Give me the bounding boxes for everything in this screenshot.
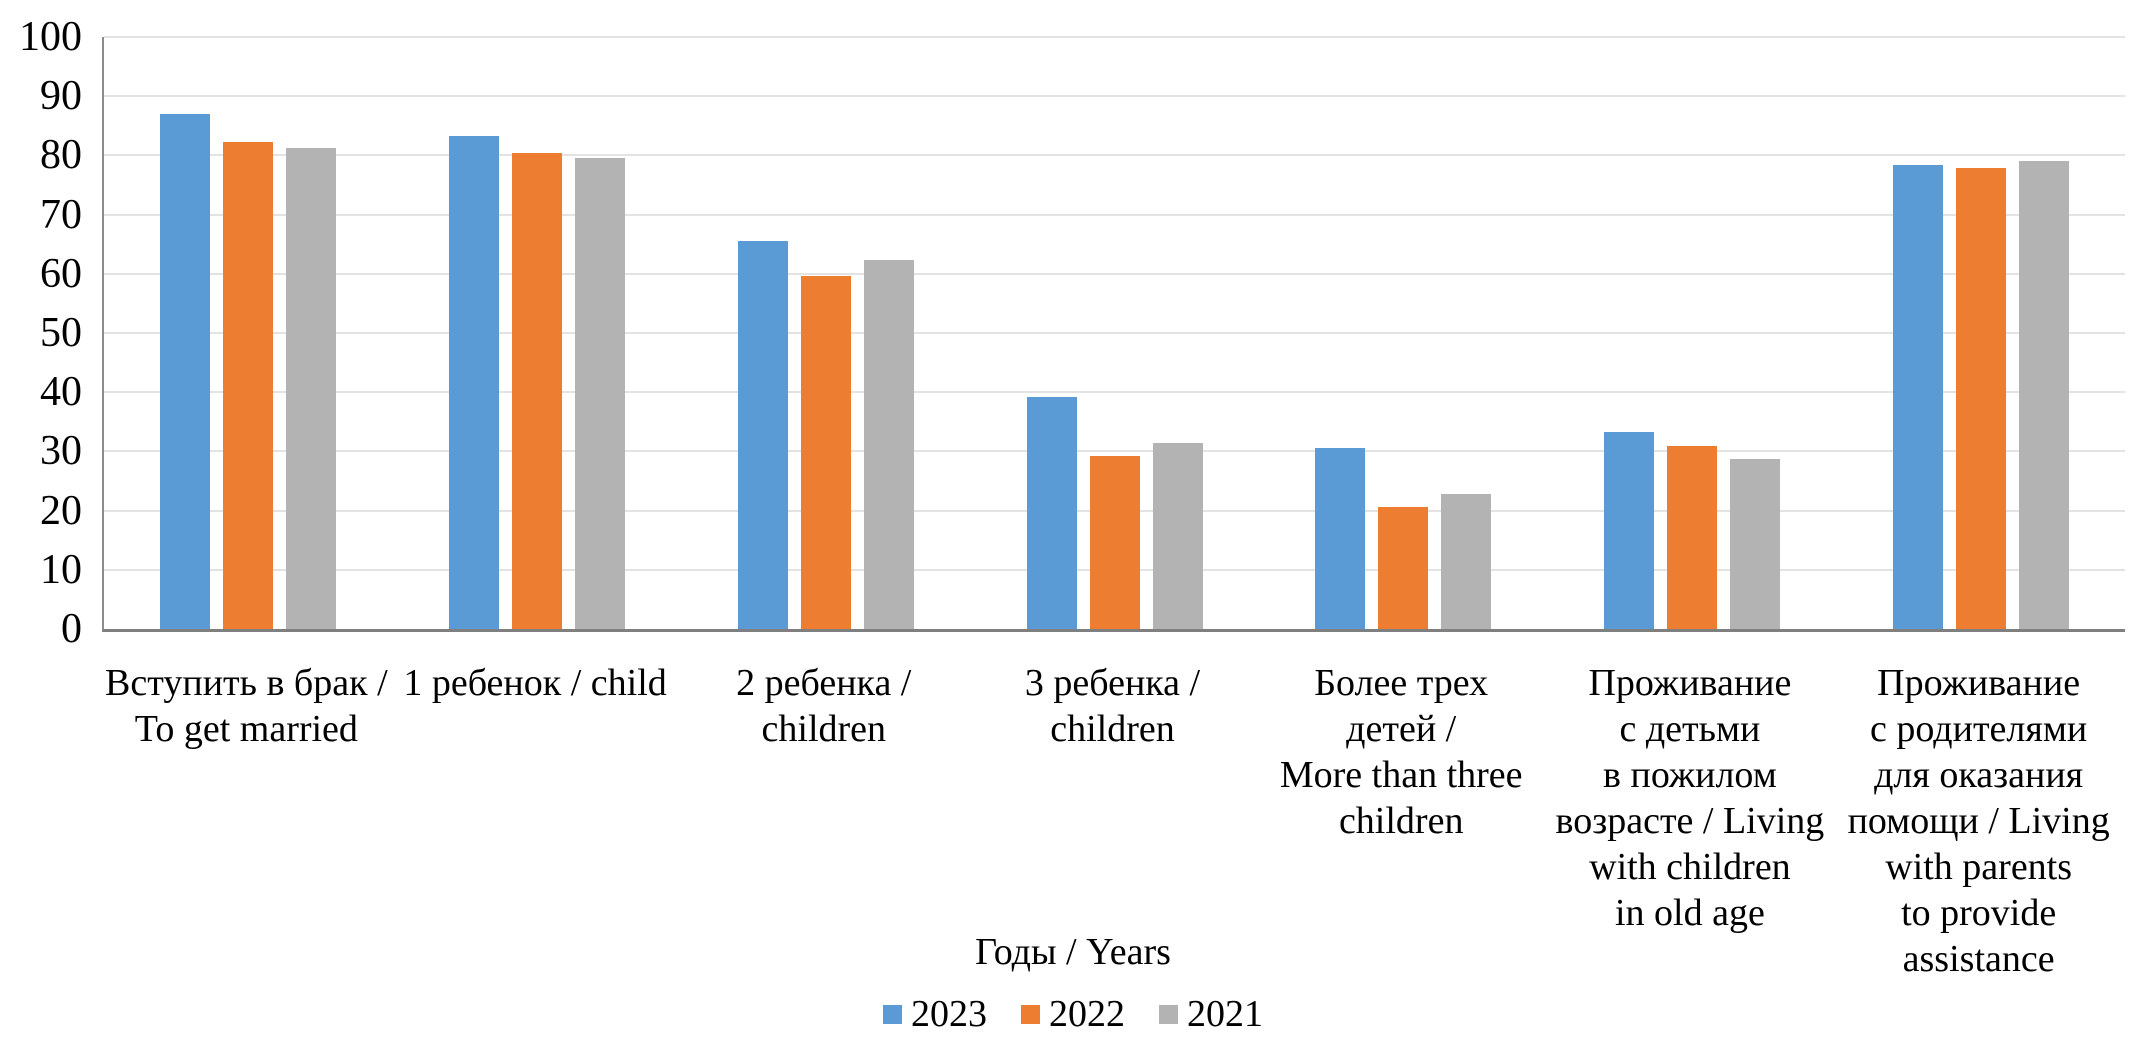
y-tick-label: 10 xyxy=(40,546,82,593)
gridline xyxy=(104,450,2125,453)
gridline xyxy=(104,391,2125,394)
bar-2021 xyxy=(1730,459,1780,629)
bar-2022 xyxy=(1378,507,1428,629)
y-tick-label: 0 xyxy=(61,606,82,652)
gridline xyxy=(104,332,2125,334)
legend-item-label: 2023 xyxy=(911,993,987,1035)
legend-item-label: 2022 xyxy=(1049,993,1125,1035)
y-tick-label: 40 xyxy=(40,369,82,416)
x-category-label: Более трех детей / More than three child… xyxy=(1279,662,1523,842)
gridline xyxy=(104,95,2125,98)
y-tick-label: 100 xyxy=(19,14,82,60)
gridline xyxy=(104,213,2125,216)
y-tick-label: 70 xyxy=(40,191,82,238)
y-tick-label: 20 xyxy=(40,487,82,534)
x-category-label: Вступить в брак / To get married xyxy=(105,662,388,750)
gridline xyxy=(104,154,2125,157)
legend: 2023 2022 2021 xyxy=(0,992,2146,1036)
bar-2023 xyxy=(738,240,788,629)
bar-2022 xyxy=(223,141,273,629)
bar-2021 xyxy=(575,157,625,629)
legend-item-2022: 2022 xyxy=(1021,992,1125,1036)
bar-2021 xyxy=(1153,442,1203,629)
plot-area xyxy=(102,36,2125,632)
x-category-label: 1 ребенок / child xyxy=(403,662,667,704)
bar-2023 xyxy=(1027,396,1077,629)
gridline xyxy=(104,272,2125,275)
y-tick-label: 80 xyxy=(40,132,82,179)
legend-swatch-icon xyxy=(1021,1004,1040,1024)
legend-swatch-icon xyxy=(883,1004,902,1024)
bar-2023 xyxy=(1315,448,1365,629)
bar-2023 xyxy=(160,113,210,629)
bar-2023 xyxy=(449,135,499,629)
y-tick-label: 60 xyxy=(40,250,82,297)
bar-2022 xyxy=(512,153,562,629)
x-category-label: Проживание с родителями для оказания пом… xyxy=(1847,662,2110,980)
y-tick-label: 50 xyxy=(40,310,82,356)
legend-item-label: 2021 xyxy=(1187,993,1263,1035)
bar-2022 xyxy=(1956,168,2006,629)
bar-2022 xyxy=(1090,456,1140,629)
legend-title: Годы / Years xyxy=(975,931,1171,973)
bar-2022 xyxy=(1667,446,1717,629)
legend-item-2021: 2021 xyxy=(1159,992,1263,1036)
gridline xyxy=(104,36,2125,38)
bar-2021 xyxy=(864,260,914,629)
y-tick-label: 90 xyxy=(40,73,82,120)
legend-swatch-icon xyxy=(1159,1004,1178,1024)
bar-2021 xyxy=(286,148,336,629)
legend-item-2023: 2023 xyxy=(883,992,987,1036)
bar-2021 xyxy=(1441,494,1491,629)
y-tick-label: 30 xyxy=(40,428,82,475)
bar-2023 xyxy=(1893,164,1943,629)
bar-2023 xyxy=(1604,431,1654,629)
x-category-label: Проживание с детьми в пожилом возрасте /… xyxy=(1555,662,1825,934)
x-category-label: 2 ребенка / children xyxy=(736,662,912,750)
bar-2022 xyxy=(801,275,851,629)
x-category-label: 3 ребенка / children xyxy=(1024,662,1201,750)
bar-2021 xyxy=(2019,161,2069,629)
